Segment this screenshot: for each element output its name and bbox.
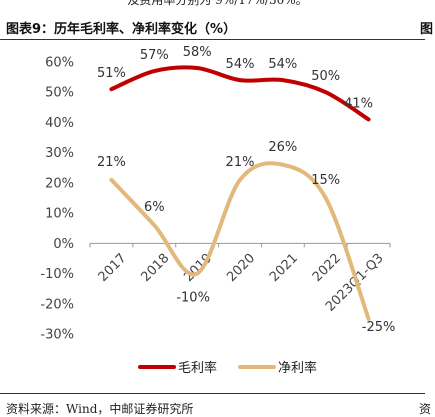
y-tick-label: -30% bbox=[40, 328, 74, 343]
y-tick-label: -20% bbox=[40, 297, 74, 312]
data-labels: 51% 57% 58% 54% 54% 50% 41% 21% 6% -10% 21% 26% 15% -… bbox=[97, 45, 395, 335]
y-tick-label: 40% bbox=[45, 116, 74, 131]
data-label: -10% bbox=[176, 291, 210, 306]
data-label: 41% bbox=[344, 96, 373, 111]
data-label: -25% bbox=[362, 320, 396, 335]
chart-title-row: 图表9：历年毛利率、净利率变化（%） 图 bbox=[0, 16, 435, 38]
data-label: 50% bbox=[311, 69, 340, 84]
chart-title: 图表9：历年毛利率、净利率变化（%） bbox=[6, 22, 237, 37]
top-caption: 及费用率分别为 9%/17%/30%。 bbox=[127, 0, 308, 7]
x-tick-label: 2018 bbox=[138, 251, 172, 285]
legend: 毛利率 净利率 bbox=[138, 360, 317, 376]
x-tick-label: 2021 bbox=[267, 251, 301, 285]
x-tick-label: 2017 bbox=[96, 251, 130, 285]
y-tick-label: 10% bbox=[45, 207, 74, 222]
data-label: 26% bbox=[268, 140, 297, 155]
adjacent-title-fragment: 图 bbox=[419, 22, 433, 37]
x-tick-label: 2020 bbox=[224, 251, 258, 285]
legend-label: 毛利率 bbox=[178, 360, 217, 376]
data-label: 15% bbox=[311, 173, 340, 188]
series-line-gross-margin bbox=[109, 65, 371, 122]
data-label: 54% bbox=[226, 57, 255, 72]
data-label: 51% bbox=[97, 66, 126, 81]
x-tick-label: 2022 bbox=[310, 251, 344, 285]
title-rule bbox=[0, 39, 425, 40]
y-tick-label: 30% bbox=[45, 146, 74, 161]
y-tick-label: 60% bbox=[45, 56, 74, 71]
data-label: 58% bbox=[183, 45, 212, 60]
data-label: 54% bbox=[268, 57, 297, 72]
y-tick-label: 50% bbox=[45, 86, 74, 101]
y-tick-label: 0% bbox=[53, 237, 74, 252]
data-label: 57% bbox=[140, 48, 169, 63]
y-axis: 60% 50% 40% 30% 20% 10% 0% -10% -20% -30% bbox=[40, 56, 74, 343]
data-label: 6% bbox=[144, 200, 165, 215]
source-rule bbox=[0, 393, 425, 394]
data-label: 21% bbox=[226, 155, 255, 170]
series-line-net-margin bbox=[109, 161, 371, 321]
y-tick-label: -10% bbox=[40, 267, 74, 282]
data-label: 21% bbox=[97, 155, 126, 170]
legend-label: 净利率 bbox=[278, 360, 317, 376]
y-tick-label: 20% bbox=[45, 176, 74, 191]
series-lines bbox=[109, 65, 371, 321]
